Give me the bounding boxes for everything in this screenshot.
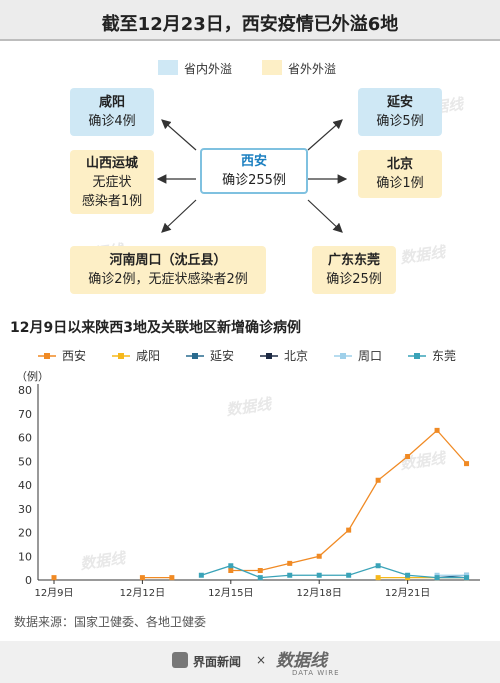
- legend-marker-北京: [266, 353, 272, 359]
- data-point-西安: [287, 560, 293, 566]
- footer-partner-sub: DATA WIRE: [292, 669, 340, 677]
- legend-swatch-in-province: [158, 60, 178, 75]
- data-point-西安: [51, 575, 57, 581]
- title-bar: [0, 0, 500, 40]
- legend-label: 咸阳: [136, 349, 160, 363]
- data-point-西安: [405, 454, 411, 459]
- legend-swatch-out-province: [262, 60, 282, 75]
- data-point-咸阳: [375, 575, 381, 581]
- y-axis-unit: （例）: [16, 369, 49, 383]
- data-point-西安: [346, 527, 352, 533]
- node-yanan-detail: 确诊5例: [376, 114, 424, 129]
- legend-marker-西安: [44, 353, 50, 359]
- node-yanan-name: 延安: [386, 95, 413, 110]
- node-beijing-detail: 确诊1例: [376, 176, 424, 191]
- data-point-西安: [257, 568, 263, 573]
- legend-label: 东莞: [432, 349, 456, 363]
- y-tick-label: 0: [25, 574, 32, 587]
- data-point-东莞: [287, 572, 293, 578]
- data-point-西安: [316, 553, 322, 559]
- data-point-东莞: [257, 575, 263, 581]
- node-beijing-name: 北京: [386, 157, 413, 172]
- x-tick-label: 12月18日: [296, 587, 341, 599]
- chart-title: 12月9日以来陕西3地及关联地区新增确诊病例: [10, 320, 301, 336]
- data-point-西安: [434, 427, 440, 433]
- y-tick-label: 10: [18, 550, 32, 563]
- x-tick-label: 12月21日: [385, 587, 430, 599]
- data-point-西安: [169, 575, 175, 581]
- data-point-西安: [375, 477, 381, 483]
- node-shanxi-detail-2: 感染者1例: [81, 193, 143, 209]
- x-tick-label: 12月15日: [208, 587, 253, 599]
- data-point-东莞: [405, 572, 411, 578]
- data-point-东莞: [375, 563, 381, 569]
- page-title: 截至12月23日，西安疫情已外溢6地: [101, 14, 399, 35]
- node-beijing: 北京 确诊1例: [358, 150, 442, 198]
- node-guangdong-name: 广东东莞: [327, 253, 380, 268]
- footer-brand: 界面新闻: [193, 655, 242, 669]
- data-point-西安: [139, 575, 145, 581]
- legend-label-out-province: 省外外溢: [288, 62, 337, 76]
- data-point-东莞: [434, 575, 440, 581]
- legend-label: 周口: [358, 349, 382, 363]
- footer-times: ×: [256, 653, 267, 667]
- series-line-东莞: [201, 565, 467, 579]
- node-shanxi-detail-1: 无症状: [92, 174, 132, 190]
- node-yanan: 延安 确诊5例: [358, 88, 442, 136]
- legend-label: 延安: [210, 348, 234, 363]
- data-point-东莞: [346, 572, 352, 578]
- x-tick-label: 12月9日: [34, 587, 73, 599]
- y-tick-label: 20: [18, 527, 32, 540]
- legend-marker-咸阳: [118, 353, 124, 359]
- arrow-to-guangdong: [307, 199, 343, 233]
- node-xian: 西安 确诊255例: [200, 148, 308, 194]
- legend-label-in-province: 省内外溢: [184, 62, 233, 76]
- node-shanxi-yuncheng: 山西运城 无症状 感染者1例: [70, 150, 154, 214]
- data-point-东莞: [228, 563, 234, 569]
- arrow-to-xianyang: [161, 119, 197, 151]
- node-xianyang-name: 咸阳: [98, 95, 125, 110]
- data-point-西安: [228, 568, 234, 573]
- series-line-西安: [230, 429, 468, 572]
- node-xianyang: 咸阳 确诊4例: [70, 88, 154, 136]
- arrow-to-henan: [161, 199, 197, 233]
- line-chart: 西安 咸阳 延安 北京 周口 东莞 （例） 0 10 20 30 40 50 60 70 80 12月9日 12月…: [16, 348, 480, 599]
- footer-bar: [0, 641, 500, 683]
- legend-marker-东莞: [414, 353, 420, 359]
- legend-marker-延安: [192, 353, 198, 359]
- jiemian-logo-icon: [172, 652, 188, 668]
- node-henan-detail: 确诊2例，无症状感染者2例: [88, 272, 248, 287]
- spread-arrows: [156, 119, 348, 233]
- node-xian-detail: 确诊255例: [222, 173, 286, 188]
- x-tick-label: 12月12日: [120, 587, 165, 599]
- node-guangdong-dongguan: 广东东莞 确诊25例: [312, 246, 396, 294]
- arrow-to-yanan: [307, 119, 343, 151]
- node-shanxi-name: 山西运城: [85, 155, 138, 171]
- y-tick-label: 60: [18, 432, 32, 445]
- legend-marker-周口: [340, 353, 346, 359]
- data-point-东莞: [198, 572, 204, 578]
- y-tick-label: 70: [18, 408, 32, 421]
- data-point-东莞: [316, 572, 322, 578]
- data-point-西安: [464, 461, 470, 467]
- data-source: 数据来源：国家卫健委、各地卫健委: [14, 615, 207, 629]
- node-xian-name: 西安: [240, 154, 267, 169]
- legend-label: 北京: [284, 349, 308, 363]
- y-tick-label: 30: [18, 503, 32, 516]
- node-henan-name: 河南周口（沈丘县）: [109, 253, 227, 268]
- footer-partner: 数据线: [276, 651, 327, 671]
- node-henan-zhoukou: 河南周口（沈丘县） 确诊2例，无症状感染者2例: [70, 246, 266, 294]
- y-tick-label: 80: [18, 384, 32, 397]
- y-tick-label: 50: [18, 455, 32, 468]
- y-tick-label: 40: [18, 479, 32, 492]
- node-xianyang-detail: 确诊4例: [88, 114, 136, 129]
- legend-label: 西安: [62, 348, 86, 363]
- title-divider: [0, 39, 500, 41]
- data-point-东莞: [464, 575, 470, 581]
- node-guangdong-detail: 确诊25例: [326, 272, 382, 287]
